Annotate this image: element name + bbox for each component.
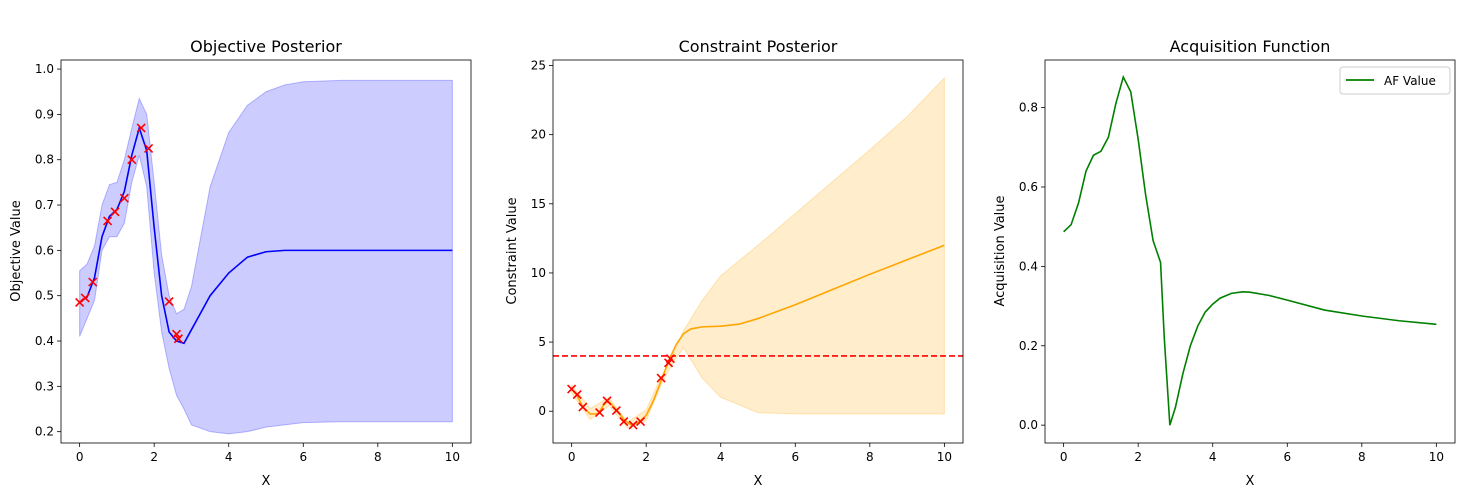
observation-marker [110, 207, 120, 217]
legend: AF Value [1339, 66, 1451, 95]
observation-marker [595, 408, 605, 418]
x-tick-label: 8 [1358, 450, 1366, 464]
y-tick-label: 0.5 [35, 289, 54, 303]
x-axis-label: X [262, 474, 271, 489]
observation-marker [578, 402, 588, 412]
y-tick-label: 0.4 [1019, 259, 1038, 273]
observation-marker [572, 390, 582, 400]
confidence-band [571, 76, 945, 429]
y-tick-label: 0.8 [35, 153, 54, 167]
observation-marker [103, 216, 113, 226]
axes-frame [60, 59, 472, 444]
chart-title: Constraint Posterior [679, 37, 838, 56]
tick-labels: 0 2 4 6 8 10 0.2 0.3 0.4 0.5 0.6 0.7 0.8 0.9 1.0 [35, 62, 460, 464]
observation-marker [88, 277, 98, 287]
x-tick-label: 2 [1134, 450, 1142, 464]
y-tick-label: 0.9 [35, 107, 54, 121]
confidence-band [79, 79, 453, 435]
plot-area [75, 79, 453, 435]
observation-marker [164, 297, 174, 307]
x-tick-label: 10 [445, 450, 460, 464]
legend-box [1339, 66, 1451, 95]
tick-labels: 0 2 4 6 8 10 0 5 10 15 20 25 [531, 59, 952, 464]
acquisition-function-panel: Acquisition Function 0 2 4 6 8 10 0.0 0.2 0.4 0.6… [993, 37, 1456, 489]
axes-frame [552, 59, 964, 444]
x-axis-label: X [754, 474, 763, 489]
y-tick-label: 0.6 [35, 243, 54, 257]
y-tick-label: 0.8 [1019, 101, 1038, 115]
observation-marker [602, 396, 612, 406]
x-tick-label: 2 [150, 450, 158, 464]
x-tick-label: 6 [299, 450, 307, 464]
plot-area [553, 76, 963, 430]
x-tick-label: 6 [1283, 450, 1291, 464]
x-tick-label: 4 [1209, 450, 1217, 464]
observation-marker [656, 373, 666, 383]
y-tick-label: 0 [538, 404, 546, 418]
y-axis-label: Objective Value [9, 200, 24, 301]
x-tick-label: 8 [866, 450, 874, 464]
observation-marker [127, 155, 137, 165]
observation-marker [665, 354, 675, 364]
objective-posterior-panel: Objective Posterior 0 2 4 6 8 100.20.30.40.50… [9, 37, 472, 489]
x-tick-label: 4 [225, 450, 233, 464]
y-tick-label: 20 [531, 128, 546, 142]
y-tick-label: 0.4 [35, 334, 54, 348]
y-tick-label: 10 [531, 266, 546, 280]
x-tick-label: 10 [1429, 450, 1444, 464]
posterior-mean-line [571, 244, 945, 426]
y-tick-label: 0.0 [1019, 418, 1038, 432]
y-tick-label: 5 [538, 335, 546, 349]
constraint-posterior-panel: Constraint Posterior 0 2 4 6 8 10 0 5 10 15 20 25 X… [505, 37, 964, 489]
y-axis-label: Acquisition Value [993, 195, 1008, 306]
x-tick-label: 4 [717, 450, 725, 464]
observation-marker [173, 334, 183, 344]
observation-marker [628, 420, 638, 430]
y-tick-label: 0.7 [35, 198, 54, 212]
y-tick-label: 0.3 [35, 379, 54, 393]
y-tick-label: 15 [531, 197, 546, 211]
tick-labels: 0 2 4 6 8 10 0.0 0.2 0.4 0.6 0.8 [1019, 101, 1444, 464]
axes-frame [1044, 59, 1456, 444]
y-tick-label: 0.2 [35, 425, 54, 439]
y-axis-label: Constraint Value [505, 197, 520, 304]
observation-marker [636, 417, 646, 427]
y-tick-label: 0.6 [1019, 180, 1038, 194]
x-tick-label: 6 [791, 450, 799, 464]
x-tick-label: 10 [937, 450, 952, 464]
observation-marker [619, 417, 629, 427]
y-tick-label: 0.2 [1019, 339, 1038, 353]
y-tick-label: 25 [531, 59, 546, 73]
legend-label: AF Value [1384, 74, 1436, 88]
observation-marker [80, 293, 90, 303]
plot-area [1063, 74, 1437, 426]
x-tick-label: 0 [568, 450, 576, 464]
observation-marker [611, 405, 621, 416]
observation-marker [119, 193, 129, 203]
y-tick-label: 1.0 [35, 62, 54, 76]
x-tick-label: 0 [76, 450, 84, 464]
chart-title: Acquisition Function [1170, 37, 1331, 56]
observation-marker [144, 143, 154, 153]
x-tick-label: 8 [374, 450, 382, 464]
x-axis-label: X [1246, 474, 1255, 489]
x-tick-label: 0 [1060, 450, 1068, 464]
x-tick-label: 2 [642, 450, 650, 464]
chart-title: Objective Posterior [190, 37, 342, 56]
observation-marker [136, 123, 146, 133]
af-value-line [1063, 74, 1437, 426]
